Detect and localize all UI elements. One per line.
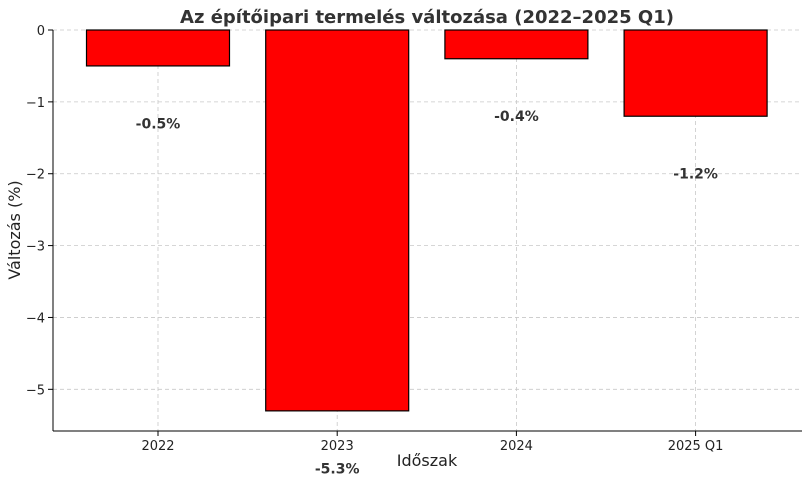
y-tick-label: 0 — [37, 24, 45, 39]
y-tick-label: −4 — [26, 311, 45, 326]
x-tick-label: 2024 — [500, 439, 533, 454]
x-tick-label: 2022 — [141, 439, 174, 454]
x-tick-label: 2025 Q1 — [668, 439, 724, 454]
x-tick-label: 2023 — [321, 439, 354, 454]
y-tick-label: −2 — [26, 168, 45, 183]
data-label: -0.4% — [494, 109, 539, 125]
bar — [85, 29, 231, 67]
bar — [265, 29, 410, 412]
bar — [444, 29, 589, 60]
chart-title: Az építőipari termelés változása (2022–2… — [180, 7, 674, 28]
y-axis-label: Változás (%) — [5, 180, 24, 279]
data-label: -5.3% — [315, 461, 360, 477]
y-tick-label: −1 — [26, 96, 45, 111]
bar — [623, 29, 768, 117]
data-labels-layer: -0.5% -5.3% -0.4% -1.2% — [136, 109, 718, 477]
y-tick-label: −3 — [26, 240, 45, 255]
data-label: -0.5% — [136, 116, 181, 132]
x-axis-label: Időszak — [397, 451, 458, 470]
axes-layer: 0 −1 −2 −3 −4 −5 2022 2023 2024 2025 Q1 — [26, 24, 802, 454]
y-tick-label: −5 — [26, 383, 45, 398]
bars-layer — [85, 29, 768, 412]
data-label: -1.2% — [673, 167, 718, 183]
